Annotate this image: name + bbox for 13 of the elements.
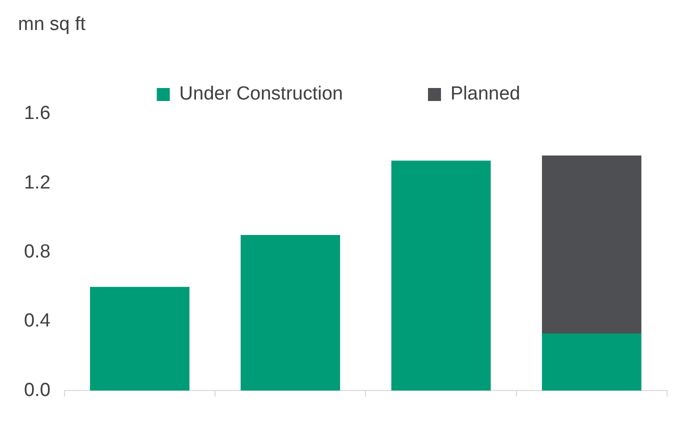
legend-label: Planned <box>450 84 520 105</box>
y-tick-label: 0.8 <box>24 242 50 263</box>
y-tick-label: 0.4 <box>24 310 51 332</box>
bar <box>90 286 190 391</box>
legend-label: Under Construction <box>179 84 343 105</box>
y-tick-label: 1.6 <box>24 103 50 124</box>
bar <box>391 160 491 391</box>
y-tick-label: 1.2 <box>24 172 50 194</box>
bar <box>542 334 642 391</box>
bar <box>542 155 642 334</box>
bar <box>240 235 340 391</box>
y-tick-label: 0.0 <box>24 380 50 401</box>
y-axis-title: mn sq ft <box>18 14 86 36</box>
